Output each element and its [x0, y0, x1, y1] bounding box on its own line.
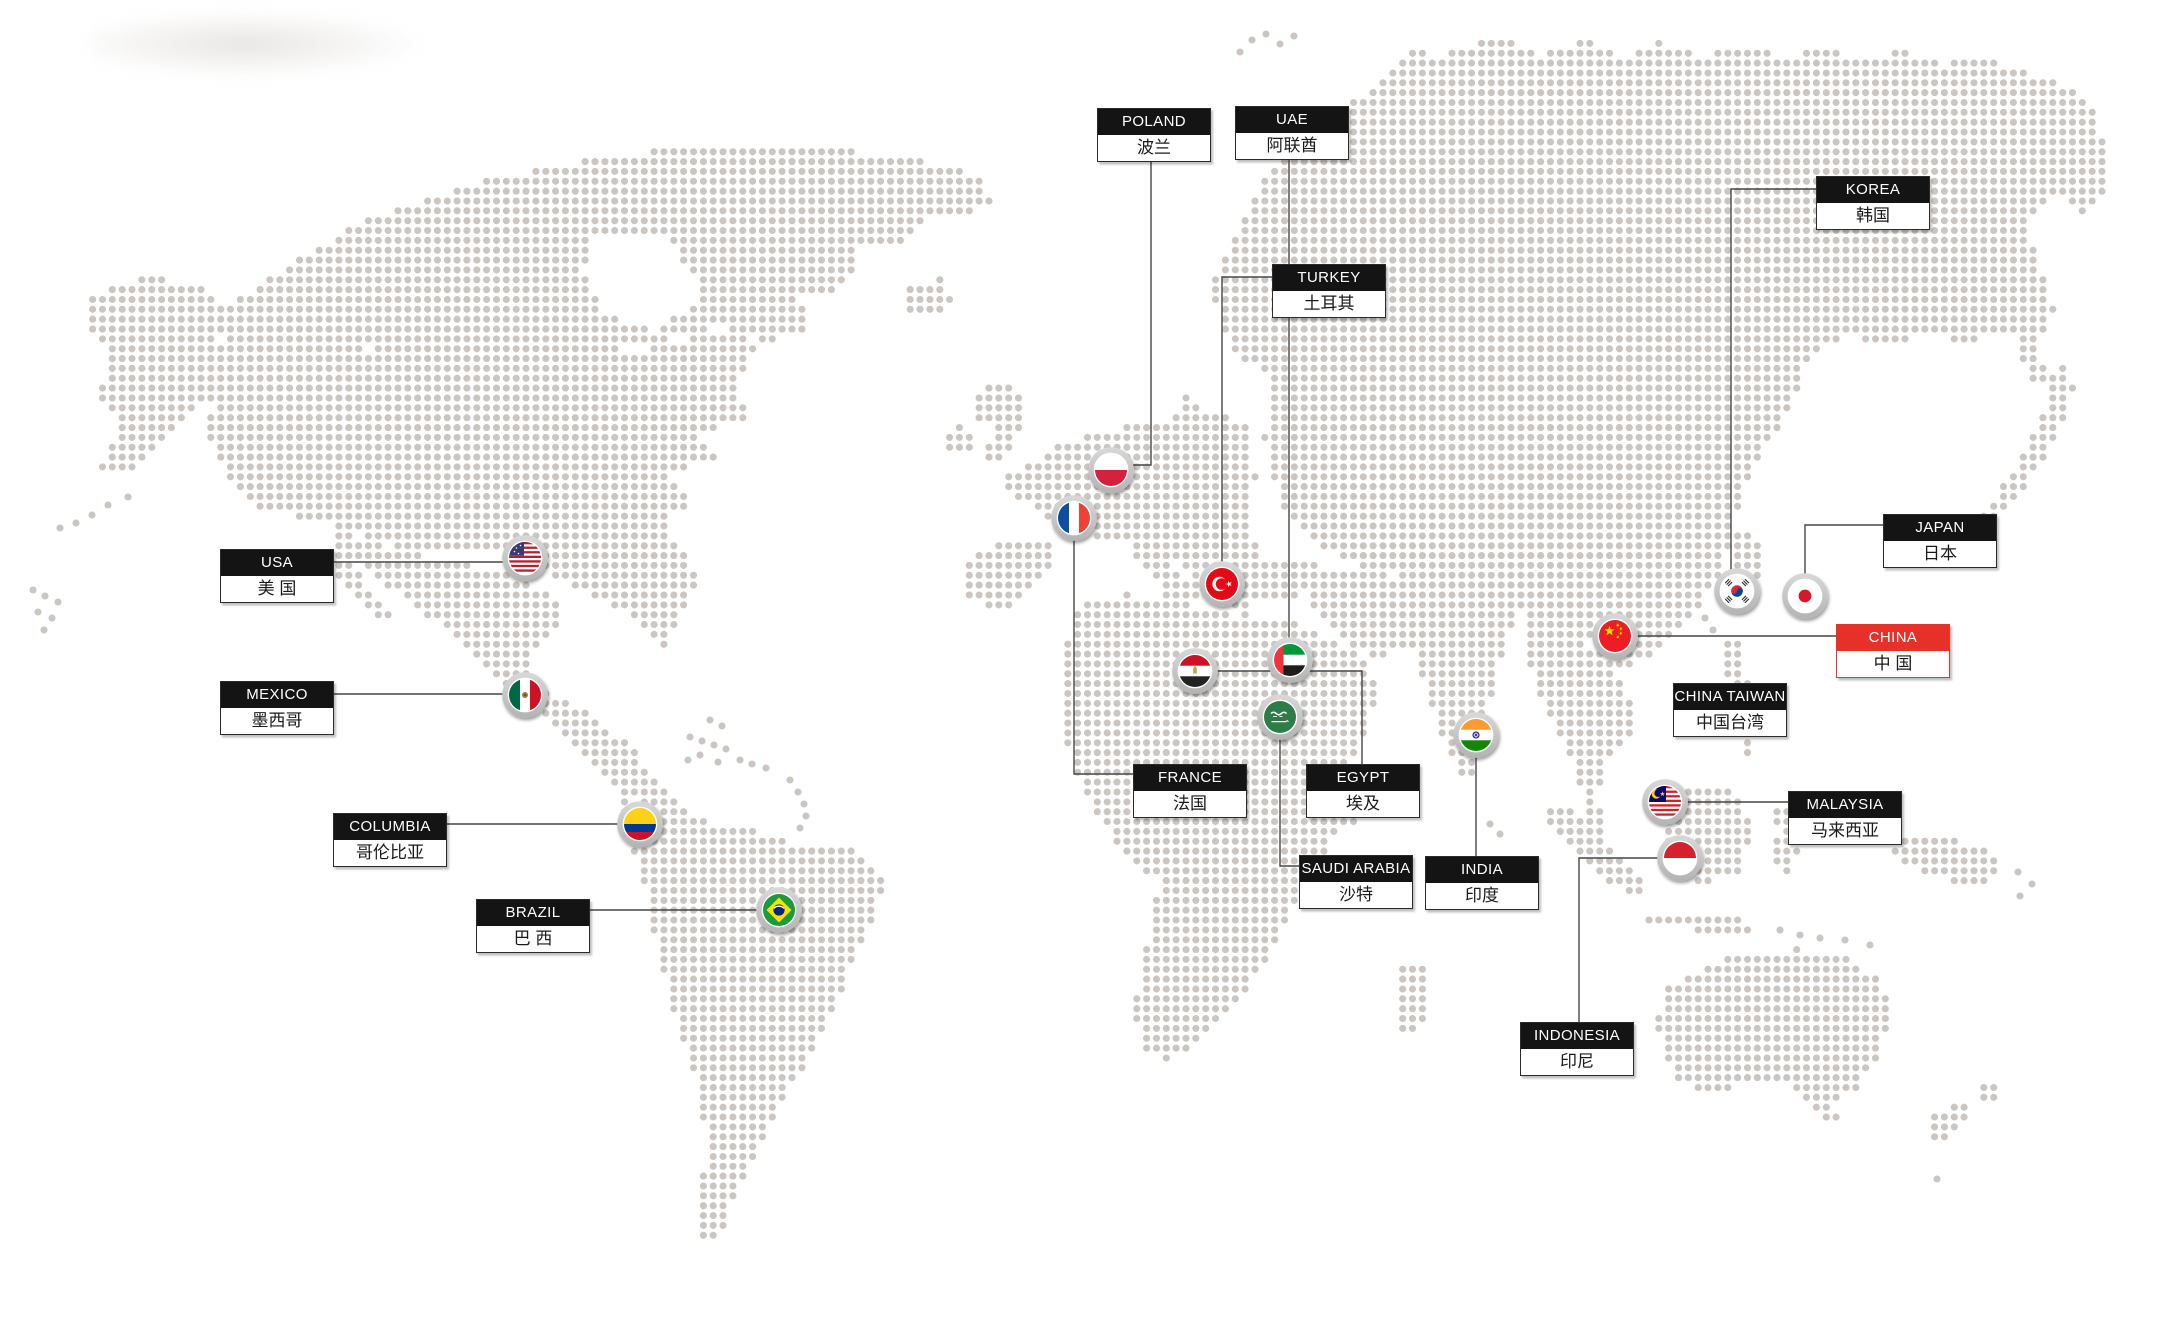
country-label-indonesia: INDONESIA 印尼	[1520, 1022, 1634, 1076]
flag-pin-saudi_arabia	[1257, 694, 1303, 740]
country-label-india: INDIA 印度	[1425, 856, 1539, 910]
flag-pin-korea	[1714, 568, 1760, 614]
flag-pin-poland	[1088, 447, 1134, 493]
country-label-india-en: INDIA	[1426, 857, 1538, 883]
country-label-japan-en: JAPAN	[1884, 515, 1996, 541]
connector-line-france	[1073, 539, 1133, 775]
flag-pin-columbia	[617, 801, 663, 847]
country-label-columbia: COLUMBIA 哥伦比亚	[333, 813, 447, 867]
japan-flag-icon	[1789, 580, 1821, 612]
connector-line-japan	[1804, 524, 1883, 575]
country-label-malaysia-zh: 马来西亚	[1789, 818, 1901, 844]
connector-line-indonesia	[1578, 857, 1658, 1022]
flag-pin-uae	[1267, 637, 1313, 683]
turkey-flag-icon	[1206, 568, 1238, 600]
country-label-korea-zh: 韩国	[1817, 203, 1929, 229]
country-label-mexico-zh: 墨西哥	[221, 708, 333, 734]
flag-pin-egypt	[1172, 648, 1218, 694]
country-label-mexico-en: MEXICO	[221, 682, 333, 708]
country-label-korea-en: KOREA	[1817, 177, 1929, 203]
country-label-turkey-en: TURKEY	[1273, 265, 1385, 291]
country-label-france-zh: 法国	[1134, 791, 1246, 817]
country-label-uae: UAE 阿联酋	[1235, 106, 1349, 160]
usa-flag-icon	[509, 542, 541, 574]
country-label-turkey: TURKEY 土耳其	[1272, 264, 1386, 318]
indonesia-flag-icon	[1664, 842, 1696, 874]
connector-line-egypt	[1216, 670, 1363, 764]
country-label-uae-zh: 阿联酋	[1236, 133, 1348, 159]
flag-pin-mexico	[502, 672, 548, 718]
flag-pin-indonesia	[1657, 835, 1703, 881]
flag-pin-malaysia	[1642, 779, 1688, 825]
flag-pin-japan	[1782, 573, 1828, 619]
country-label-egypt-en: EGYPT	[1307, 765, 1419, 791]
malaysia-flag-icon	[1649, 786, 1681, 818]
country-label-usa: USA 美 国	[220, 549, 334, 603]
country-label-uae-en: UAE	[1236, 107, 1348, 133]
country-label-mexico: MEXICO 墨西哥	[220, 681, 334, 735]
flag-pin-brazil	[756, 887, 802, 933]
country-label-china-taiwan-zh: 中国台湾	[1674, 710, 1786, 736]
flag-pin-turkey	[1199, 561, 1245, 607]
country-label-poland-en: POLAND	[1098, 109, 1210, 135]
country-label-france-en: FRANCE	[1134, 765, 1246, 791]
country-label-columbia-en: COLUMBIA	[334, 814, 446, 840]
china-flag-icon	[1599, 620, 1631, 652]
country-label-turkey-zh: 土耳其	[1273, 291, 1385, 317]
flag-pin-india	[1453, 712, 1499, 758]
country-label-japan-zh: 日本	[1884, 541, 1996, 567]
country-label-saudi-arabia-zh: 沙特	[1300, 882, 1412, 908]
country-label-korea: KOREA 韩国	[1816, 176, 1930, 230]
country-label-saudi-arabia: SAUDI ARABIA 沙特	[1299, 855, 1413, 909]
country-label-brazil-en: BRAZIL	[477, 900, 589, 926]
country-label-france: FRANCE 法国	[1133, 764, 1247, 818]
egypt-flag-icon	[1179, 655, 1211, 687]
france-flag-icon	[1058, 502, 1090, 534]
country-label-columbia-zh: 哥伦比亚	[334, 840, 446, 866]
country-label-brazil-zh: 巴 西	[477, 926, 589, 952]
country-label-china: CHINA 中 国	[1836, 624, 1950, 678]
uae-flag-icon	[1274, 644, 1306, 676]
country-label-china-taiwan: CHINA TAIWAN 中国台湾	[1673, 683, 1787, 737]
country-label-egypt-zh: 埃及	[1307, 791, 1419, 817]
korea-flag-icon	[1721, 575, 1753, 607]
brazil-flag-icon	[763, 894, 795, 926]
country-label-egypt: EGYPT 埃及	[1306, 764, 1420, 818]
flag-pin-france	[1051, 495, 1097, 541]
country-label-japan: JAPAN 日本	[1883, 514, 1997, 568]
india-flag-icon	[1460, 719, 1492, 751]
country-label-poland: POLAND 波兰	[1097, 108, 1211, 162]
mexico-flag-icon	[509, 679, 541, 711]
country-label-malaysia-en: MALAYSIA	[1789, 792, 1901, 818]
country-label-poland-zh: 波兰	[1098, 135, 1210, 161]
country-label-saudi-arabia-en: SAUDI ARABIA	[1300, 856, 1412, 882]
country-label-india-zh: 印度	[1426, 883, 1538, 909]
country-label-usa-en: USA	[221, 550, 333, 576]
country-label-malaysia: MALAYSIA 马来西亚	[1788, 791, 1902, 845]
country-label-china-taiwan-en: CHINA TAIWAN	[1674, 684, 1786, 710]
connector-line-turkey	[1221, 276, 1272, 563]
poland-flag-icon	[1095, 454, 1127, 486]
connector-line-saudi_arabia	[1279, 738, 1299, 867]
colombia-flag-icon	[624, 808, 656, 840]
connector-line-poland	[1131, 160, 1152, 466]
flag-pin-usa	[502, 535, 548, 581]
country-label-china-en: CHINA	[1837, 625, 1949, 651]
country-label-indonesia-en: INDONESIA	[1521, 1023, 1633, 1049]
country-label-usa-zh: 美 国	[221, 576, 333, 602]
country-label-brazil: BRAZIL 巴 西	[476, 899, 590, 953]
country-label-china-zh: 中 国	[1837, 651, 1949, 677]
connector-line-korea	[1730, 188, 1816, 570]
map-dots	[29, 30, 2106, 1239]
saudi-flag-icon	[1264, 701, 1296, 733]
flag-pin-china	[1592, 613, 1638, 659]
country-label-indonesia-zh: 印尼	[1521, 1049, 1633, 1075]
